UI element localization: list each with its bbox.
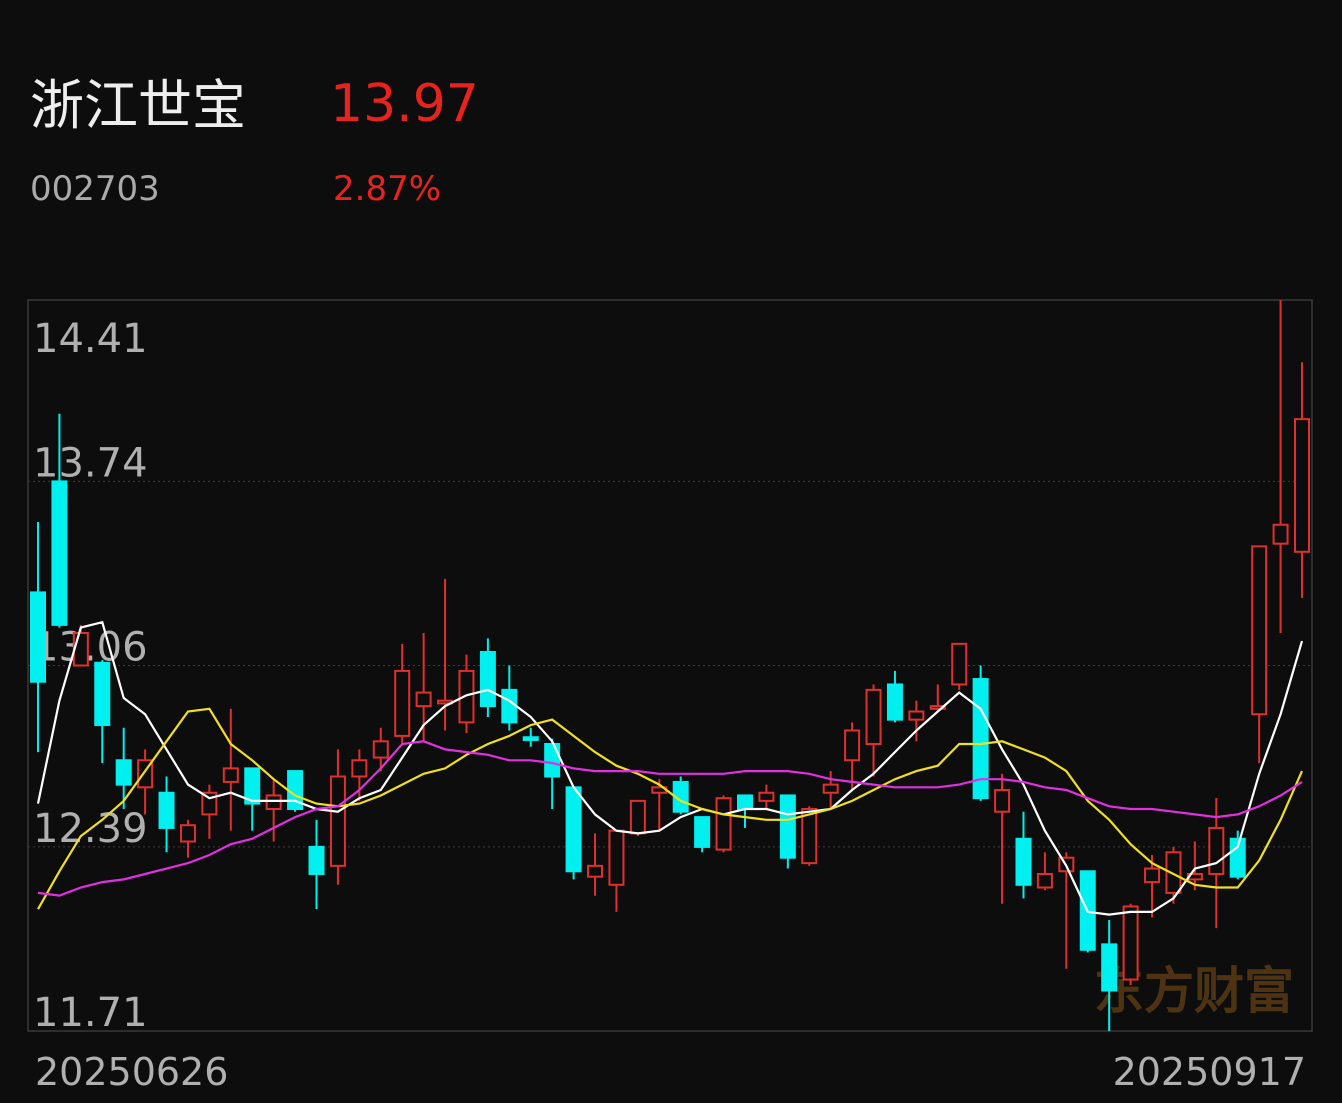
candle-body	[972, 678, 989, 800]
candle-body	[244, 767, 261, 805]
candle-body	[158, 791, 175, 829]
candle-body	[865, 688, 882, 746]
candle-body	[1294, 418, 1310, 553]
moving-average-line	[37, 740, 1303, 897]
candle-body	[886, 683, 903, 721]
candle-body	[629, 799, 646, 835]
candle-body	[587, 864, 604, 878]
candle-body	[30, 591, 46, 683]
candle-body	[501, 688, 518, 724]
moving-average-line	[37, 707, 1304, 910]
candle-body	[351, 759, 368, 778]
stock-price: 13.97	[330, 74, 479, 134]
candle-body	[951, 642, 968, 686]
x-tick-label: 20250917	[1113, 1050, 1306, 1094]
candle-body	[479, 650, 496, 708]
candle-body	[51, 480, 68, 626]
y-tick-label: 11.71	[33, 990, 148, 1036]
stock-name: 浙江世宝	[30, 74, 246, 137]
candle-body	[394, 669, 411, 737]
candle-body	[822, 783, 839, 794]
candle-body	[758, 791, 775, 802]
candle-body	[265, 794, 282, 810]
candle-body	[179, 824, 196, 843]
candle-body	[1101, 943, 1118, 992]
candle-body	[522, 736, 539, 741]
candle-body	[694, 816, 711, 848]
candle-body	[329, 775, 346, 867]
candle-body	[736, 794, 753, 810]
candle-body	[94, 661, 111, 727]
candle-body	[72, 632, 89, 667]
candle-body	[1165, 851, 1182, 894]
candle-body	[908, 710, 925, 721]
candle-body	[458, 669, 475, 724]
candle-body	[372, 740, 389, 759]
candle-body	[1272, 523, 1289, 545]
candle-body	[115, 759, 132, 786]
stock-code: 002703	[30, 169, 160, 209]
candle-body	[929, 705, 946, 710]
candle-body	[1015, 837, 1032, 886]
candle-body	[415, 691, 432, 708]
candle-body	[994, 789, 1011, 813]
stock-change: 2.87%	[333, 169, 441, 209]
y-tick-label: 13.74	[33, 440, 148, 486]
candle-body	[844, 729, 861, 762]
candle-body	[801, 807, 818, 865]
candle-body	[308, 845, 325, 875]
candle-body	[1251, 545, 1268, 716]
x-tick-label: 20250626	[35, 1050, 228, 1094]
candle-body	[1036, 872, 1053, 889]
candle-body	[1122, 905, 1139, 981]
y-tick-label: 13.06	[33, 625, 148, 671]
moving-average-line	[36, 620, 1304, 916]
candle-body	[565, 786, 582, 873]
candle-body	[779, 794, 796, 859]
candle-body	[715, 797, 732, 851]
candle-body	[544, 743, 561, 778]
candle-body	[1144, 867, 1161, 884]
candle-body	[608, 829, 625, 886]
candle-body	[222, 767, 239, 783]
candle-body	[1208, 826, 1225, 875]
y-tick-label: 14.41	[33, 316, 148, 362]
